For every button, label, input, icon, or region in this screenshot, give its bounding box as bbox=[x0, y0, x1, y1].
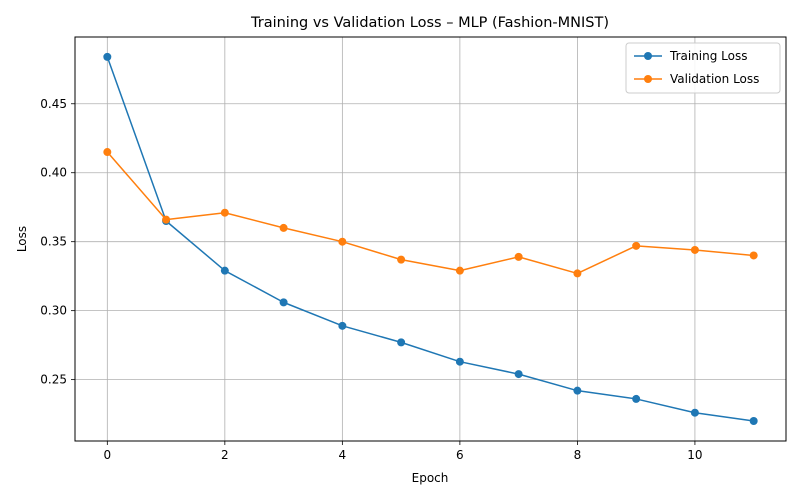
validation-loss-point bbox=[749, 251, 758, 260]
training-loss-line bbox=[106, 56, 754, 422]
y-tick-label: 0.35 bbox=[40, 235, 67, 249]
series-lines bbox=[103, 52, 758, 425]
chart-title: Training vs Validation Loss – MLP (Fashi… bbox=[250, 15, 609, 31]
training-loss-point bbox=[220, 266, 229, 275]
validation-loss-point bbox=[514, 252, 523, 261]
legend: Training Loss Validation Loss bbox=[625, 42, 781, 94]
legend-item-training-loss: Training Loss bbox=[634, 49, 747, 63]
training-loss-point bbox=[632, 394, 641, 403]
training-loss-point bbox=[690, 408, 699, 417]
y-tick-label: 0.45 bbox=[40, 97, 67, 111]
validation-loss-point bbox=[397, 255, 406, 264]
training-loss-point bbox=[279, 298, 288, 307]
validation-loss-point bbox=[338, 237, 347, 246]
validation-loss-point bbox=[632, 241, 641, 250]
validation-loss-point bbox=[455, 266, 464, 275]
validation-loss-point bbox=[279, 223, 288, 232]
x-tick-label: 2 bbox=[221, 448, 229, 462]
x-tick-label: 0 bbox=[103, 448, 111, 462]
validation-loss-point bbox=[573, 269, 582, 278]
validation-loss-point bbox=[162, 215, 171, 224]
training-loss-point bbox=[749, 417, 758, 425]
x-tick-label: 6 bbox=[456, 448, 464, 462]
x-axis-ticks: 0 2 4 6 8 10 bbox=[103, 441, 703, 462]
y-tick-label: 0.30 bbox=[40, 304, 67, 318]
training-loss-point bbox=[573, 386, 582, 395]
y-tick-label: 0.25 bbox=[40, 373, 67, 387]
legend-box bbox=[625, 42, 781, 94]
training-loss-point bbox=[397, 338, 406, 347]
legend-label: Training Loss bbox=[669, 49, 747, 63]
legend-item-validation-loss: Validation Loss bbox=[634, 72, 759, 86]
y-axis-label: Loss bbox=[15, 226, 29, 252]
y-tick-label: 0.40 bbox=[40, 166, 67, 180]
validation-loss-point bbox=[690, 245, 699, 254]
plot-frame bbox=[74, 36, 787, 442]
training-loss-point bbox=[338, 321, 347, 330]
validation-loss-line bbox=[106, 151, 754, 275]
legend-swatch-marker bbox=[644, 52, 652, 60]
validation-loss-point bbox=[103, 148, 112, 157]
x-tick-label: 4 bbox=[339, 448, 347, 462]
training-loss-point bbox=[455, 357, 464, 366]
training-loss-point bbox=[103, 52, 112, 61]
x-tick-label: 10 bbox=[687, 448, 702, 462]
x-tick-label: 8 bbox=[574, 448, 582, 462]
legend-label: Validation Loss bbox=[670, 72, 759, 86]
training-loss-point bbox=[514, 370, 523, 379]
y-axis-ticks: 0.25 0.30 0.35 0.40 0.45 bbox=[40, 97, 75, 387]
legend-swatch-marker bbox=[644, 75, 652, 83]
series-validation-loss bbox=[103, 148, 758, 278]
x-axis-label: Epoch bbox=[412, 471, 449, 485]
validation-loss-point bbox=[220, 208, 229, 217]
